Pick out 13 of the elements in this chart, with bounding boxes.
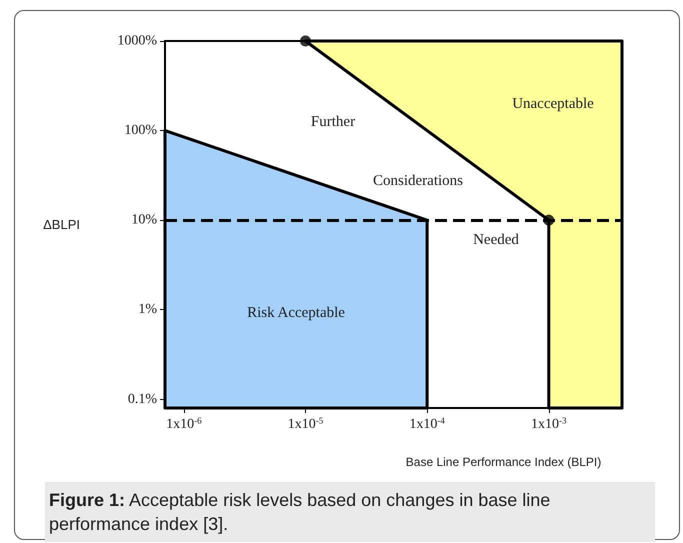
annotation: Unacceptable	[512, 96, 594, 112]
y-tick-label: 0.1%	[128, 392, 158, 407]
y-tick-label: 100%	[124, 123, 158, 138]
caption: Figure 1: Acceptable risk levels based on changes in base line performance index [3].	[49, 490, 550, 534]
annotation: Further	[310, 114, 356, 130]
annotation: Considerations	[373, 173, 464, 189]
annotation: Needed	[473, 232, 520, 248]
x-axis-title: Base Line Performance Index (BLPI)	[406, 455, 602, 469]
y-tick-label: 1%	[138, 302, 158, 318]
y-tick-label: 1000%	[117, 34, 158, 48]
y-tick-label: 10%	[131, 212, 158, 228]
y-axis-title: ΔBLPI	[43, 217, 80, 232]
annotation: Risk Acceptable	[247, 305, 346, 321]
